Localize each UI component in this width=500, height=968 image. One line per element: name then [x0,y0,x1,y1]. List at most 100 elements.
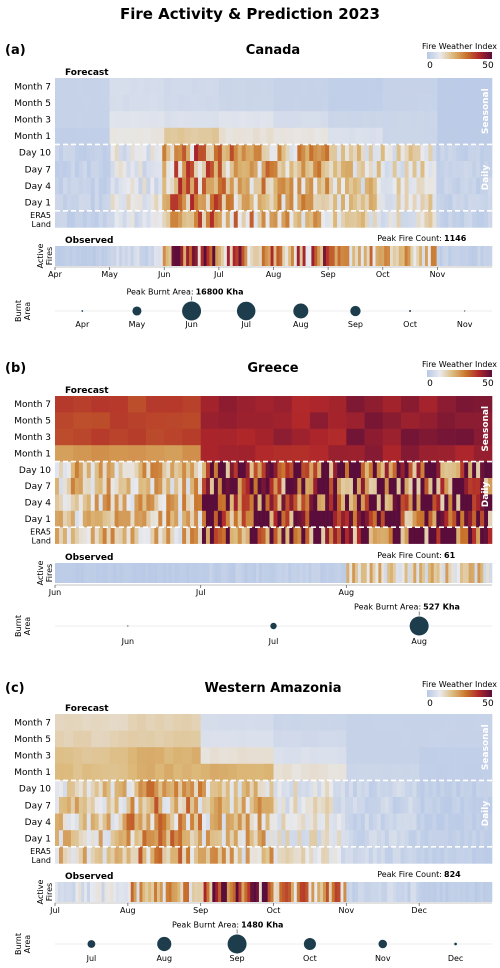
active-fire-cell [465,563,469,583]
seasonal-cell [451,94,459,112]
daily-cell [66,830,72,848]
daily-cell [285,194,290,212]
active-fire-cell [349,563,353,583]
daily-cell [436,144,441,162]
daily-cell [182,846,187,864]
daily-cell [162,527,167,544]
seasonal-cell [118,714,129,731]
active-fire-cell [471,882,475,902]
daily-cell [337,813,342,831]
row-label: Month 7 [14,82,51,92]
daily-cell [329,461,334,479]
active-fire-cell [87,563,91,583]
active-fire-cell [110,563,114,583]
active-fire-cell [293,563,298,583]
seasonal-cell [280,111,288,129]
daily-cell [142,846,147,864]
seasonal-cell [266,111,274,129]
daily-cell [257,527,262,544]
seasonal-cell [273,763,283,781]
seasonal-cell [391,763,402,781]
daily-cell [341,478,346,495]
daily-cell [400,830,405,848]
active-fire-cell [445,246,449,266]
daily-cell [356,527,362,544]
daily-cell [337,478,342,495]
seasonal-cell [155,747,165,765]
seasonal-cell [164,714,174,731]
daily-cell [424,177,429,195]
seasonal-cell [239,111,247,129]
daily-cell [301,846,306,864]
daily-cell [78,461,84,479]
daily-cell [265,797,270,814]
row-label: Month 1 [14,768,51,778]
daily-cell [110,494,115,512]
daily-cell [436,797,441,814]
daily-cell [313,210,318,228]
daily-cell [225,177,231,195]
daily-cell [146,510,151,528]
daily-cell [289,478,294,495]
daily-cell [376,194,382,212]
daily-cell [412,461,417,479]
daily-cell [217,210,223,228]
active-fire-cell [474,563,478,583]
daily-cell [480,780,485,798]
active-fire-cell [317,563,321,583]
peak-fire-count: 824 [444,870,461,879]
seasonal-cell [89,78,97,95]
daily-cell [297,494,302,512]
daily-cell [201,510,207,528]
daily-cell [205,510,211,528]
daily-cell [114,461,119,479]
daily-cell [190,161,195,178]
daily-cell [476,527,481,544]
daily-cell [225,797,231,814]
seasonal-cell [68,127,76,145]
seasonal-cell [364,730,374,748]
active-fire-cell [451,882,455,902]
active-fire-cell [290,246,295,266]
burnt-area-bubble [132,306,142,316]
daily-cell [476,813,481,831]
seasonal-cell [273,445,293,462]
active-fire-cell [392,882,397,902]
daily-cell [420,510,425,528]
daily-cell [325,494,330,512]
daily-cell [122,797,127,814]
daily-cell [460,144,465,162]
seasonal-cell [400,445,420,462]
daily-cell [281,478,286,495]
daily-cell [74,797,80,814]
daily-cell [337,177,342,195]
active-fire-cell [110,246,114,266]
daily-cell [436,177,441,195]
daily-cell [249,194,254,212]
seasonal-cell [309,730,320,748]
active-fire-cell [477,882,481,902]
daily-cell [273,461,278,479]
active-fire-cell [477,246,481,266]
active-fire-cell [145,246,149,266]
daily-cell [333,510,338,528]
daily-cell [86,797,92,814]
daily-cell [456,527,461,544]
daily-cell [201,797,207,814]
seasonal-cell [198,94,206,112]
daily-cell [55,144,60,162]
seasonal-cell [309,445,329,462]
colorbar [427,690,492,697]
daily-cell [396,830,401,848]
daily-cell [62,461,68,479]
seasonal-cell [334,78,343,95]
seasonal-cell [255,412,274,430]
daily-cell [237,830,243,848]
seasonal-cell [89,94,97,112]
daily-cell [348,797,354,814]
active-fire-cell [457,563,461,583]
seasonal-cell [309,763,320,781]
active-fire-cell [256,882,260,902]
daily-cell [82,161,88,178]
active-fire-cell [72,563,76,583]
